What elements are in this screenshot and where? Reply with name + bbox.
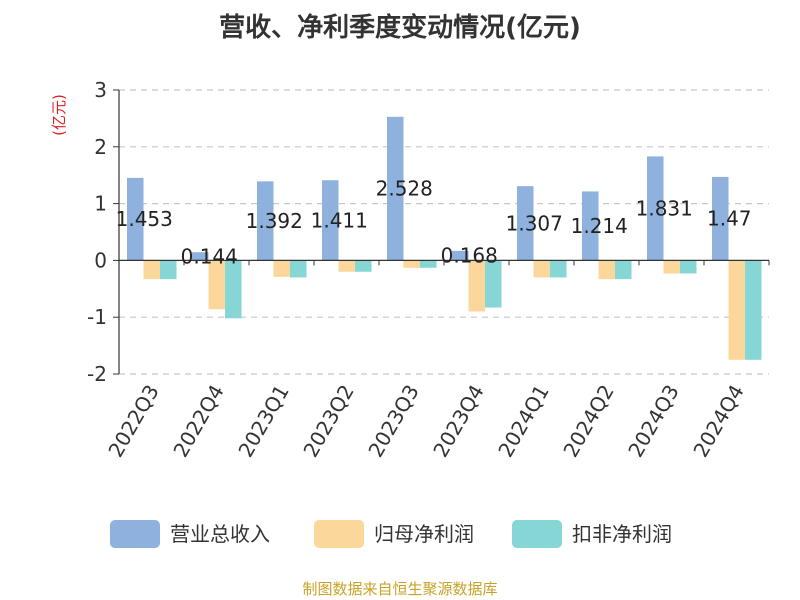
x-tick-label: 2023Q4 bbox=[428, 381, 488, 462]
bars bbox=[127, 116, 762, 360]
bar bbox=[403, 260, 420, 268]
bar bbox=[192, 252, 209, 261]
data-label: 1.453 bbox=[116, 207, 173, 231]
bar bbox=[647, 156, 664, 261]
x-tick-label: 2023Q1 bbox=[233, 381, 293, 462]
bar bbox=[355, 260, 372, 272]
grid-lines bbox=[119, 89, 769, 375]
bar bbox=[615, 260, 632, 280]
bar bbox=[387, 116, 404, 261]
legend-swatch bbox=[110, 520, 160, 548]
y-tick-label: -2 bbox=[87, 362, 107, 386]
data-label: 2.528 bbox=[376, 177, 433, 201]
bar bbox=[468, 260, 485, 312]
y-tick-label: -1 bbox=[87, 305, 107, 329]
x-tick-label: 2022Q4 bbox=[168, 381, 228, 462]
bar bbox=[257, 181, 274, 261]
axes bbox=[118, 90, 770, 374]
data-label: 0.144 bbox=[181, 244, 238, 268]
x-tick-label: 2024Q4 bbox=[688, 381, 748, 462]
bar bbox=[728, 260, 745, 360]
x-axis-ticks: 2022Q3 2022Q4 2023Q1 2023Q2 2023Q3 2023Q4 2024… bbox=[103, 381, 748, 462]
legend-label: 营业总收入 bbox=[170, 522, 270, 546]
x-tick-label: 2022Q3 bbox=[103, 381, 163, 462]
x-tick-label: 2023Q2 bbox=[298, 381, 358, 462]
bar bbox=[485, 260, 502, 308]
data-label: 0.168 bbox=[441, 244, 498, 268]
bar bbox=[127, 177, 144, 261]
x-tick-label: 2024Q3 bbox=[623, 381, 683, 462]
legend-swatch bbox=[512, 520, 562, 548]
bar bbox=[322, 180, 339, 261]
data-labels: 1.453 0.144 1.392 1.411 2.528 0.168 1.307 1.214… bbox=[116, 177, 752, 269]
data-label: 1.392 bbox=[246, 209, 303, 233]
bar bbox=[680, 260, 697, 274]
bar bbox=[225, 260, 242, 319]
y-axis-ticks: 3 2 1 0 -1 -2 bbox=[87, 78, 119, 386]
y-axis-label: (亿元) bbox=[50, 94, 68, 136]
legend-label: 扣非净利润 bbox=[572, 522, 672, 546]
bar bbox=[598, 260, 615, 280]
y-tick-label: 1 bbox=[94, 192, 107, 216]
legend-label: 归母净利润 bbox=[374, 522, 474, 546]
bar bbox=[663, 260, 680, 274]
y-tick-label: 3 bbox=[94, 78, 107, 102]
data-label: 1.47 bbox=[707, 207, 752, 231]
bar bbox=[550, 260, 567, 278]
bar bbox=[420, 260, 437, 268]
legend-swatch bbox=[314, 520, 364, 548]
data-label: 1.307 bbox=[506, 211, 563, 235]
bar bbox=[143, 260, 160, 280]
bar bbox=[208, 260, 225, 310]
bar bbox=[452, 250, 469, 261]
data-label: 1.831 bbox=[636, 196, 693, 220]
bar bbox=[338, 260, 355, 272]
bar bbox=[290, 260, 307, 278]
bar bbox=[745, 260, 762, 360]
bar bbox=[517, 186, 534, 261]
legend: 营业总收入 归母净利润 扣非净利润 bbox=[110, 520, 672, 548]
source-note: 制图数据来自恒生聚源数据库 bbox=[302, 580, 497, 598]
chart-title: 营收、净利季度变动情况(亿元) bbox=[219, 12, 581, 43]
x-tick-label: 2024Q2 bbox=[558, 381, 618, 462]
data-label: 1.214 bbox=[571, 214, 628, 238]
bar bbox=[582, 191, 599, 261]
x-tick-label: 2024Q1 bbox=[493, 381, 553, 462]
bar bbox=[712, 176, 729, 261]
data-label: 1.411 bbox=[311, 208, 368, 232]
y-tick-label: 0 bbox=[94, 248, 107, 272]
y-tick-label: 2 bbox=[94, 135, 107, 159]
bar bbox=[273, 260, 290, 277]
bar bbox=[160, 260, 177, 280]
x-tick-label: 2023Q3 bbox=[363, 381, 423, 462]
bar bbox=[533, 260, 550, 278]
